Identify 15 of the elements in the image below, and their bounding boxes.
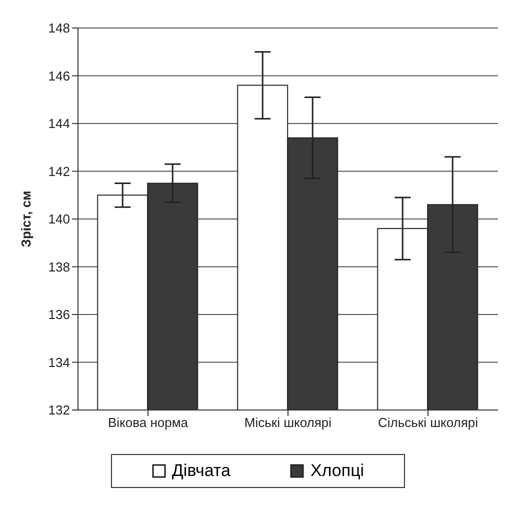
y-tick-label: 132 [48, 402, 70, 418]
x-tick-label: Міські школярі [244, 415, 332, 430]
legend-label: Дівчата [170, 461, 230, 481]
y-tick-label: 142 [48, 164, 70, 179]
y-tick-label: 136 [48, 307, 70, 322]
x-tick-label: Сільські школярі [378, 415, 478, 430]
y-tick-label: 146 [48, 68, 70, 84]
legend-label: Хлопці [309, 461, 364, 481]
y-tick-label: 138 [48, 259, 70, 274]
y-tick-label: 140 [48, 212, 70, 227]
y-axis-title: Зріст, см [18, 190, 34, 248]
y-tick-label: 148 [48, 20, 70, 36]
y-tick-label: 144 [48, 116, 70, 132]
x-tick-label: Вікова норма [108, 415, 189, 430]
y-tick-label: 134 [48, 354, 70, 370]
